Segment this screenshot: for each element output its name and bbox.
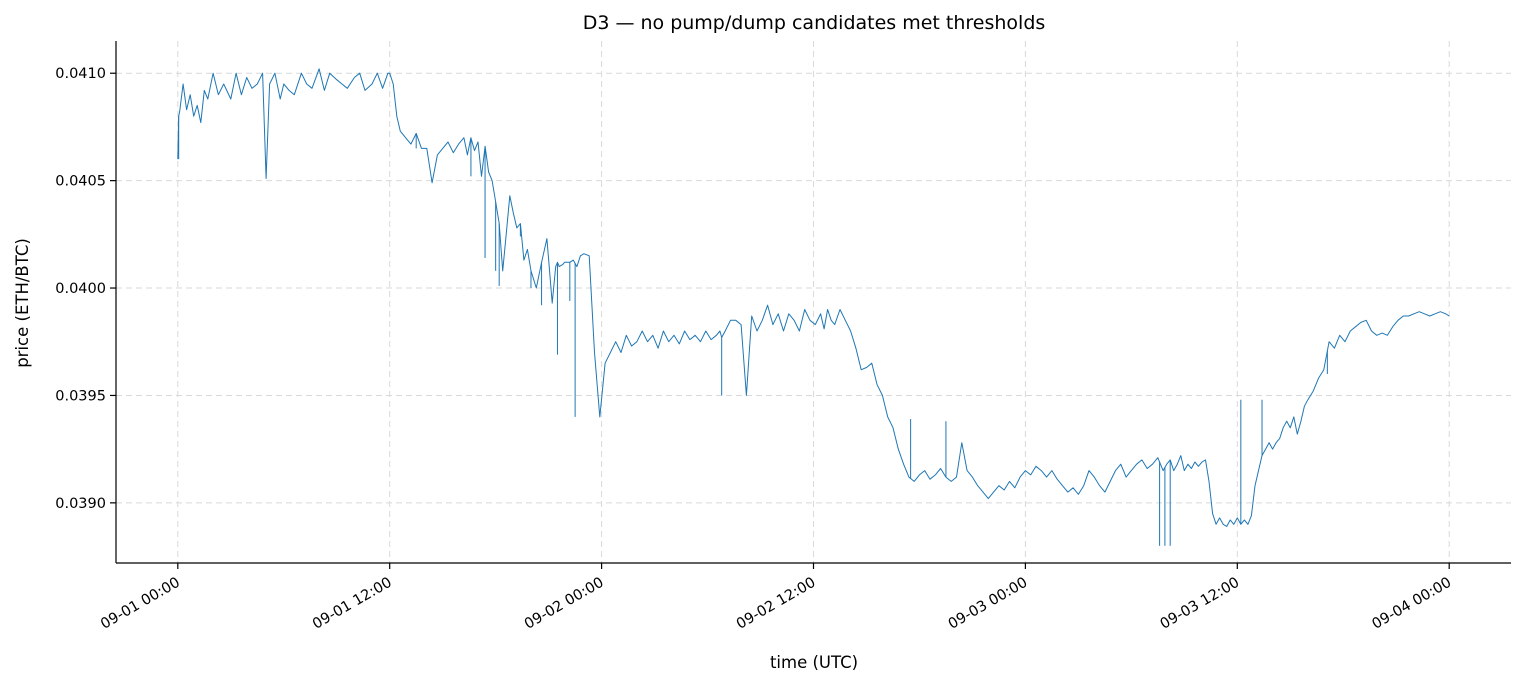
y-tick-label: 0.0400	[55, 281, 106, 297]
x-axis-label: time (UTC)	[770, 653, 858, 672]
y-tick-label: 0.0410	[55, 66, 106, 82]
y-axis-label: price (ETH/BTC)	[13, 238, 32, 368]
price-series	[177, 68, 1450, 546]
y-tick-label: 0.0405	[55, 174, 106, 190]
x-tick-label: 09-01 12:00	[310, 575, 395, 633]
x-tick-label: 09-02 12:00	[734, 575, 819, 633]
price-line	[177, 68, 1450, 527]
x-tick-label: 09-02 00:00	[522, 575, 607, 633]
grid-layer	[116, 41, 1511, 563]
chart-title: D3 — no pump/dump candidates met thresho…	[583, 12, 1046, 34]
x-tick-label: 09-01 00:00	[98, 575, 183, 633]
y-tick-label: 0.0395	[55, 388, 106, 404]
x-tick-label: 09-03 12:00	[1158, 575, 1243, 633]
x-tick-label: 09-03 00:00	[946, 575, 1031, 633]
x-tick-label: 09-04 00:00	[1370, 575, 1455, 633]
axes: 0.0390 0.0395 0.0400 0.0405 0.0410 09-01 00:0…	[55, 41, 1511, 633]
y-tick-label: 0.0390	[55, 496, 106, 512]
